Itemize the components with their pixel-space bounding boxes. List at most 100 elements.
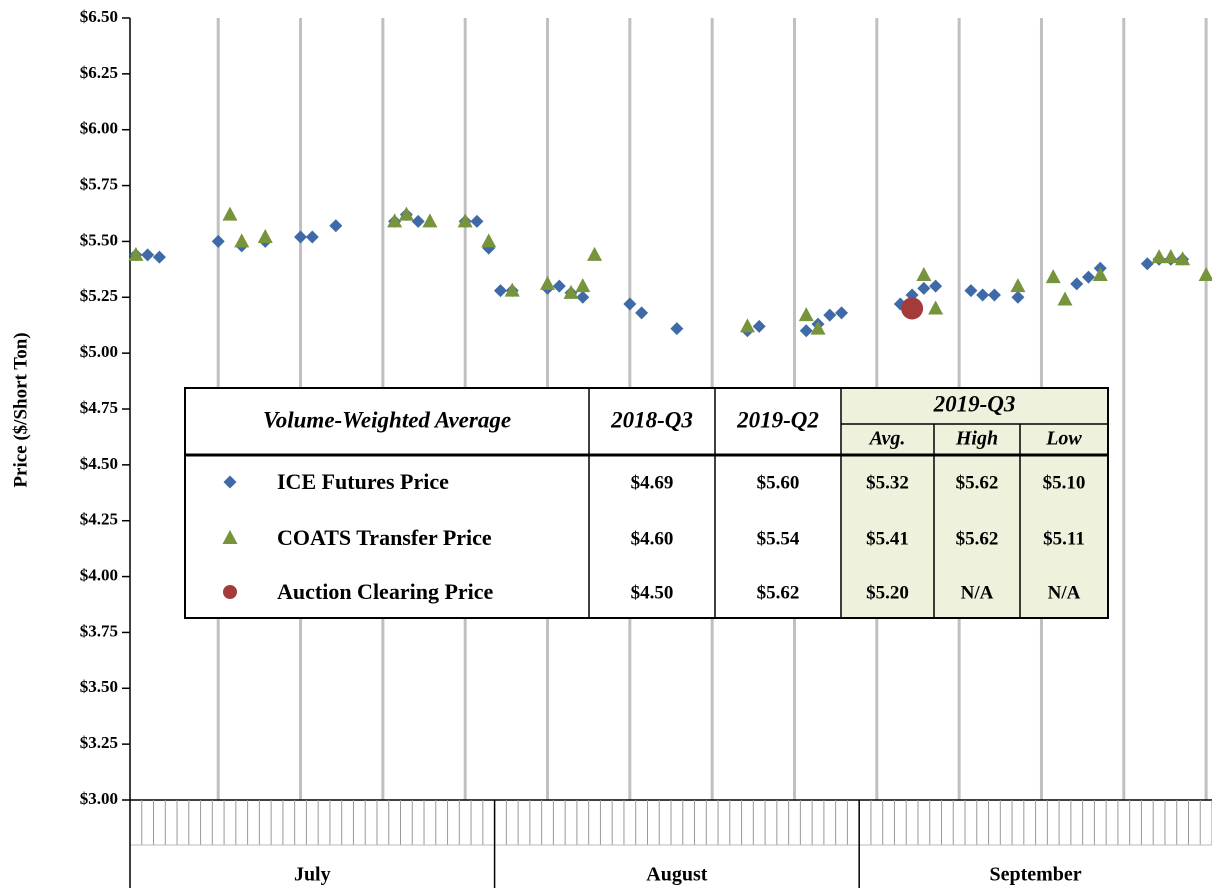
data-point bbox=[257, 228, 273, 243]
table-cell: N/A bbox=[961, 582, 994, 603]
table-cell: $4.60 bbox=[631, 528, 674, 549]
data-point bbox=[1057, 291, 1073, 306]
data-point bbox=[752, 319, 766, 333]
data-point bbox=[329, 219, 343, 233]
y-tick-label: $6.00 bbox=[80, 119, 118, 138]
table-cell: $5.62 bbox=[757, 582, 800, 603]
data-point bbox=[929, 279, 943, 293]
table-header: Volume-Weighted Average bbox=[263, 407, 511, 432]
data-point bbox=[504, 282, 520, 297]
legend-marker bbox=[223, 585, 237, 599]
y-tick-label: $6.50 bbox=[80, 7, 118, 26]
data-point bbox=[305, 230, 319, 244]
legend-label: ICE Futures Price bbox=[277, 469, 449, 494]
data-point bbox=[234, 233, 250, 248]
y-tick-label: $4.50 bbox=[80, 454, 118, 473]
data-point bbox=[1045, 269, 1061, 284]
legend-label: COATS Transfer Price bbox=[277, 525, 492, 550]
table-group-header: 2019-Q3 bbox=[933, 391, 1016, 416]
y-tick-label: $5.50 bbox=[80, 230, 118, 249]
table-cell: $4.69 bbox=[631, 472, 674, 493]
month-label: September bbox=[989, 864, 1081, 886]
data-point bbox=[1092, 266, 1108, 281]
data-point bbox=[493, 284, 507, 298]
data-point bbox=[152, 250, 166, 264]
data-point bbox=[222, 206, 238, 221]
table-box-border bbox=[184, 387, 1109, 619]
y-tick-label: $6.25 bbox=[80, 63, 118, 82]
month-label: August bbox=[646, 864, 707, 886]
data-point bbox=[916, 266, 932, 281]
legend-marker bbox=[222, 530, 238, 544]
table-cell: $5.32 bbox=[866, 472, 909, 493]
data-point bbox=[294, 230, 308, 244]
data-point bbox=[799, 324, 813, 338]
data-point bbox=[987, 288, 1001, 302]
data-point bbox=[481, 233, 497, 248]
data-point bbox=[1140, 257, 1154, 271]
data-point bbox=[964, 284, 978, 298]
data-point bbox=[1082, 270, 1096, 284]
y-axis-label: Price ($/Short Ton) bbox=[10, 332, 31, 487]
data-point bbox=[575, 278, 591, 293]
table-cell: N/A bbox=[1048, 582, 1081, 603]
data-point bbox=[411, 214, 425, 228]
data-point bbox=[587, 246, 603, 261]
table-cell: $5.20 bbox=[866, 582, 909, 603]
data-point bbox=[823, 308, 837, 322]
data-point bbox=[128, 246, 144, 261]
table-cell: $5.54 bbox=[757, 528, 800, 549]
table-header: 2019-Q2 bbox=[736, 407, 819, 432]
data-point bbox=[1198, 266, 1212, 281]
legend-marker bbox=[223, 475, 237, 489]
data-point bbox=[810, 320, 826, 335]
data-point bbox=[835, 306, 849, 320]
data-point bbox=[422, 213, 438, 228]
table-cell: $5.62 bbox=[956, 528, 999, 549]
data-point bbox=[1175, 251, 1191, 266]
table-subheader: Low bbox=[1045, 428, 1082, 450]
table-cell: $5.10 bbox=[1043, 472, 1086, 493]
legend-label: Auction Clearing Price bbox=[277, 579, 494, 604]
data-point bbox=[576, 290, 590, 304]
table-cell: $4.50 bbox=[631, 582, 674, 603]
y-tick-label: $4.25 bbox=[80, 510, 118, 529]
data-point bbox=[563, 284, 579, 299]
data-point bbox=[540, 275, 556, 290]
data-point bbox=[1011, 290, 1025, 304]
data-point bbox=[552, 279, 566, 293]
table-subheader: High bbox=[955, 428, 998, 450]
table-header: 2018-Q3 bbox=[610, 407, 693, 432]
data-point bbox=[901, 297, 924, 320]
y-tick-label: $3.75 bbox=[80, 621, 118, 640]
data-point bbox=[387, 213, 403, 228]
data-point bbox=[739, 318, 755, 333]
y-tick-label: $5.25 bbox=[80, 286, 118, 305]
y-tick-label: $5.00 bbox=[80, 342, 118, 361]
data-point bbox=[635, 306, 649, 320]
data-point bbox=[141, 248, 155, 262]
data-point bbox=[1163, 249, 1179, 264]
data-point bbox=[457, 213, 473, 228]
data-point bbox=[928, 300, 944, 315]
data-point bbox=[917, 281, 931, 295]
table-group-shade bbox=[841, 388, 1108, 618]
data-point bbox=[976, 288, 990, 302]
y-tick-label: $5.75 bbox=[80, 174, 118, 193]
data-point bbox=[623, 297, 637, 311]
data-point bbox=[1010, 278, 1026, 293]
data-point bbox=[470, 214, 484, 228]
month-label: July bbox=[294, 864, 331, 886]
table-cell: $5.11 bbox=[1043, 528, 1085, 549]
data-point bbox=[1151, 249, 1167, 264]
y-tick-label: $4.75 bbox=[80, 398, 118, 417]
table-cell: $5.41 bbox=[866, 528, 909, 549]
y-tick-label: $3.50 bbox=[80, 677, 118, 696]
table-cell: $5.60 bbox=[757, 472, 800, 493]
y-tick-label: $3.25 bbox=[80, 733, 118, 752]
data-point bbox=[670, 322, 684, 336]
data-point bbox=[1070, 277, 1084, 291]
y-tick-label: $3.00 bbox=[80, 789, 118, 808]
table-subheader: Avg. bbox=[868, 428, 906, 450]
